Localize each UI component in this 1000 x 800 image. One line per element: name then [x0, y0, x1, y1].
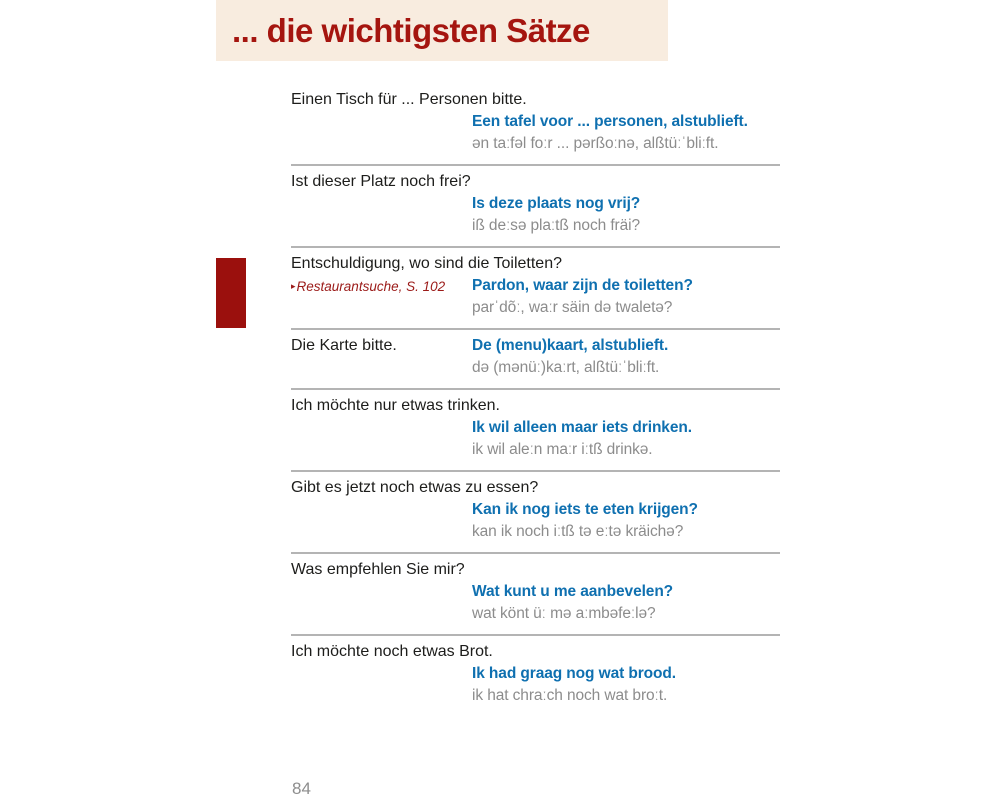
phrase-phonetic-text: ik wil aleːn maːr iːtß drinkə. [472, 441, 653, 458]
phrase-dutch-text: Is deze plaats nog vrij? [472, 195, 641, 212]
phrase-dutch-text: Een tafel voor ... personen, alstublieft… [472, 113, 748, 130]
phrase-list: Einen Tisch für ... Personen bitte. Een … [291, 84, 780, 716]
phrase-phonetic-text: kan ik noch iːtß tə eːtə kräichə? [472, 523, 684, 540]
phrase-dutch-text: Ik wil alleen maar iets drinken. [472, 419, 692, 436]
phrase-phonetic-text: də (mənüː)kaːrt, alßtüːˈbliːft. [472, 359, 660, 376]
translation-row: Wat kunt u me aanbevelen? [291, 581, 780, 603]
phrase-phonetic-text: parˈdõː, waːr säin də twaletə? [472, 299, 673, 316]
chapter-tab-marker [216, 258, 246, 328]
phrase-entry: Einen Tisch für ... Personen bitte. Een … [291, 84, 780, 166]
german-row: Einen Tisch für ... Personen bitte. [291, 89, 780, 111]
crossref-link[interactable]: ▸Restaurantsuche, S. 102 [291, 275, 445, 298]
phrase-entry: Ist dieser Platz noch frei? Is deze plaa… [291, 166, 780, 248]
page-title: ... die wichtigsten Sätze [232, 11, 590, 49]
phrase-german-text: Entschuldigung, wo sind die Toiletten? [291, 255, 562, 272]
chapter-banner: ... die wichtigsten Sätze [216, 0, 668, 61]
phrase-dutch-text: Wat kunt u me aanbevelen? [472, 583, 674, 600]
phrase-dutch-text: Pardon, waar zijn de toiletten? [472, 277, 693, 294]
phrase-german-text: Ist dieser Platz noch frei? [291, 173, 471, 190]
phrase-german-text: Was empfehlen Sie mir? [291, 561, 465, 578]
translation-row: Die Karte bitte. De (menu)kaart, alstubl… [291, 335, 780, 357]
phrase-german-text: Ich möchte noch etwas Brot. [291, 643, 493, 660]
german-row: Ist dieser Platz noch frei? [291, 171, 780, 193]
phonetic-row: də (mənüː)kaːrt, alßtüːˈbliːft. [291, 357, 780, 379]
phrase-dutch-text: Ik had graag nog wat brood. [472, 665, 676, 682]
german-row: Was empfehlen Sie mir? [291, 559, 780, 581]
phrase-phonetic-text: wat könt üː mə aːmbəfeːlə? [472, 605, 656, 622]
translation-row: ▸Restaurantsuche, S. 102 Pardon, waar zi… [291, 275, 780, 297]
phrase-phonetic-text: ən taːfəl foːr ... pərßoːnə, alßtüːˈbliː… [472, 135, 719, 152]
phrase-phonetic-text: iß deːsə plaːtß noch fräi? [472, 217, 640, 234]
translation-row: Een tafel voor ... personen, alstublieft… [291, 111, 780, 133]
phonetic-row: ik hat chraːch noch wat broːt. [291, 685, 780, 707]
phrase-entry: Ich möchte noch etwas Brot. Ik had graag… [291, 636, 780, 716]
translation-row: Is deze plaats nog vrij? [291, 193, 780, 215]
phonetic-row: kan ik noch iːtß tə eːtə kräichə? [291, 521, 780, 543]
german-row: Gibt es jetzt noch etwas zu essen? [291, 477, 780, 499]
translation-row: Kan ik nog iets te eten krijgen? [291, 499, 780, 521]
phrase-dutch-text: Kan ik nog iets te eten krijgen? [472, 501, 698, 518]
german-row: Ich möchte nur etwas trinken. [291, 395, 780, 417]
phrase-german-text: Ich möchte nur etwas trinken. [291, 397, 500, 414]
phonetic-row: iß deːsə plaːtß noch fräi? [291, 215, 780, 237]
german-row: Entschuldigung, wo sind die Toiletten? [291, 253, 780, 275]
phrase-entry: Die Karte bitte. De (menu)kaart, alstubl… [291, 330, 780, 390]
crossref-label: Restaurantsuche, S. 102 [296, 279, 446, 294]
phonetic-row: ik wil aleːn maːr iːtß drinkə. [291, 439, 780, 461]
phrase-entry: Gibt es jetzt noch etwas zu essen? Kan i… [291, 472, 780, 554]
phrase-german-text: Die Karte bitte. [291, 337, 397, 354]
phonetic-row: ən taːfəl foːr ... pərßoːnə, alßtüːˈbliː… [291, 133, 780, 155]
phrase-phonetic-text: ik hat chraːch noch wat broːt. [472, 687, 668, 704]
phonetic-row: parˈdõː, waːr säin də twaletə? [291, 297, 780, 319]
translation-row: Ik had graag nog wat brood. [291, 663, 780, 685]
page-number: 84 [292, 779, 311, 798]
phrase-entry: Entschuldigung, wo sind die Toiletten? ▸… [291, 248, 780, 330]
phonetic-row: wat könt üː mə aːmbəfeːlə? [291, 603, 780, 625]
phrase-german-text: Gibt es jetzt noch etwas zu essen? [291, 479, 539, 496]
german-row: Ich möchte noch etwas Brot. [291, 641, 780, 663]
phrase-entry: Was empfehlen Sie mir? Wat kunt u me aan… [291, 554, 780, 636]
phrase-entry: Ich möchte nur etwas trinken. Ik wil all… [291, 390, 780, 472]
crossref-arrow-icon: ▸ [291, 281, 296, 291]
translation-row: Ik wil alleen maar iets drinken. [291, 417, 780, 439]
phrase-dutch-text: De (menu)kaart, alstublieft. [472, 337, 669, 354]
phrase-german-text: Einen Tisch für ... Personen bitte. [291, 91, 527, 108]
